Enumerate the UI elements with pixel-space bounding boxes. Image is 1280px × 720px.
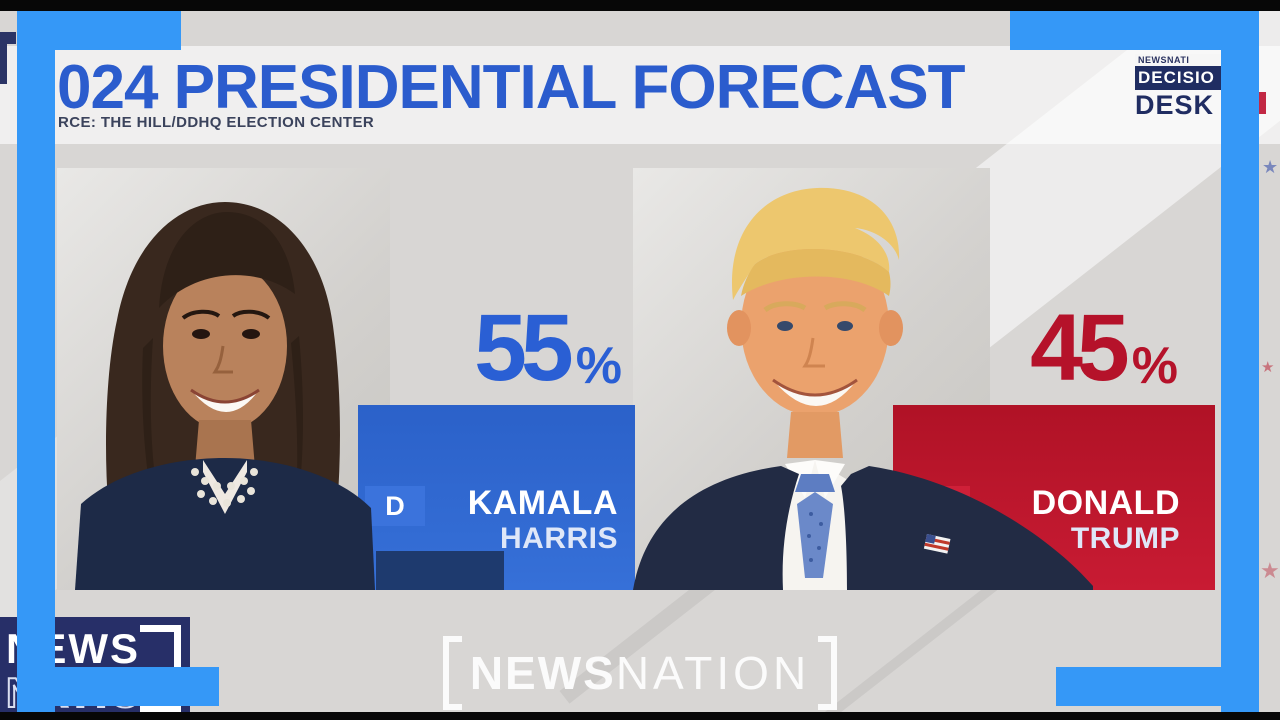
watermark-nation: NATION <box>615 647 811 699</box>
page-title: 024 PRESIDENTIAL FORECAST <box>57 53 965 122</box>
blue-star-icon: ★ <box>1262 157 1279 177</box>
trump-name: DONALD TRUMP <box>955 486 1180 554</box>
harris-percent: 55 % <box>372 295 622 401</box>
trump-percent-sign: % <box>1131 337 1178 396</box>
harris-portrait <box>75 202 375 590</box>
red-star-icon: ★ <box>1260 558 1280 583</box>
trump-percent: 45 % <box>928 295 1178 401</box>
frame-top-right-bar <box>1010 11 1259 50</box>
harris-party-letter: D <box>385 490 405 521</box>
title-band <box>0 46 1280 144</box>
watermark-close-bracket-icon <box>818 636 838 710</box>
harris-first-name: KAMALA <box>467 484 618 522</box>
frame-bottom-left-bar <box>17 667 219 706</box>
background-glyph-fragment <box>0 32 7 84</box>
frame-left-bar <box>17 11 55 712</box>
trump-first-name: DONALD <box>1031 484 1180 522</box>
decision-desk-logo: NEWSNATI DECISIO DESK <box>1135 54 1230 120</box>
watermark-open-bracket-icon <box>442 636 462 710</box>
trump-percent-value: 45 <box>1030 295 1130 401</box>
frame-bottom-right-bar <box>1056 667 1259 706</box>
harris-party-chip: D <box>365 486 425 526</box>
decision-desk-logo-line2: DECISIO <box>1135 66 1230 90</box>
harris-bar-accent-tab <box>376 551 504 590</box>
newsnation-watermark: NEWSNATION <box>0 636 1280 710</box>
watermark-news: NEWS <box>469 647 616 699</box>
letterbox-bottom <box>0 712 1280 720</box>
red-star-icon: ★ <box>1261 359 1275 376</box>
harris-percent-sign: % <box>575 337 622 396</box>
trump-portrait <box>633 187 1093 590</box>
letterbox-top <box>0 0 1280 11</box>
harris-name: KAMALA HARRIS <box>393 486 618 554</box>
harris-percent-value: 55 <box>474 295 574 401</box>
harris-last-name: HARRIS <box>499 522 618 555</box>
trump-last-name: TRUMP <box>1070 522 1180 555</box>
frame-right-bar <box>1221 11 1259 712</box>
source-credit: RCE: THE HILL/DDHQ ELECTION CENTER <box>58 114 375 131</box>
decision-desk-logo-line1: NEWSNATI <box>1135 54 1222 66</box>
decision-desk-logo-line3: DESK <box>1135 90 1215 120</box>
frame-top-left-bar <box>17 11 181 50</box>
